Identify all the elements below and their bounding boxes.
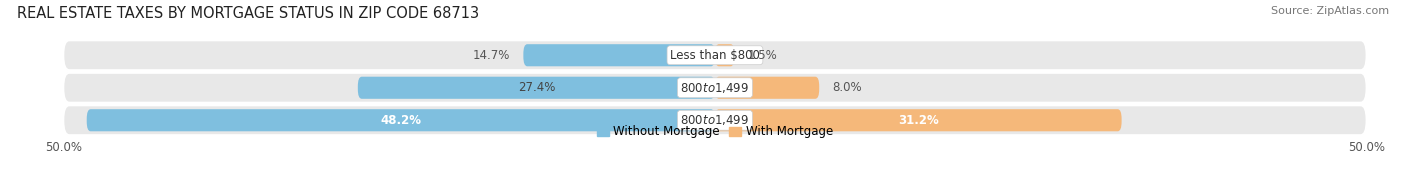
Text: $800 to $1,499: $800 to $1,499 — [681, 81, 749, 95]
Legend: Without Mortgage, With Mortgage: Without Mortgage, With Mortgage — [596, 125, 834, 138]
FancyBboxPatch shape — [716, 77, 820, 99]
FancyBboxPatch shape — [63, 73, 1367, 103]
Text: $800 to $1,499: $800 to $1,499 — [681, 113, 749, 127]
FancyBboxPatch shape — [359, 77, 716, 99]
Text: 14.7%: 14.7% — [472, 49, 510, 62]
FancyBboxPatch shape — [523, 44, 716, 66]
Text: 48.2%: 48.2% — [381, 114, 422, 127]
FancyBboxPatch shape — [87, 109, 716, 131]
Text: 31.2%: 31.2% — [898, 114, 939, 127]
Text: 8.0%: 8.0% — [832, 81, 862, 94]
Text: 1.5%: 1.5% — [748, 49, 778, 62]
FancyBboxPatch shape — [716, 109, 1122, 131]
Text: REAL ESTATE TAXES BY MORTGAGE STATUS IN ZIP CODE 68713: REAL ESTATE TAXES BY MORTGAGE STATUS IN … — [17, 6, 479, 21]
FancyBboxPatch shape — [63, 105, 1367, 135]
FancyBboxPatch shape — [716, 44, 734, 66]
Text: Source: ZipAtlas.com: Source: ZipAtlas.com — [1271, 6, 1389, 16]
Text: Less than $800: Less than $800 — [671, 49, 759, 62]
FancyBboxPatch shape — [63, 40, 1367, 70]
Text: 27.4%: 27.4% — [517, 81, 555, 94]
